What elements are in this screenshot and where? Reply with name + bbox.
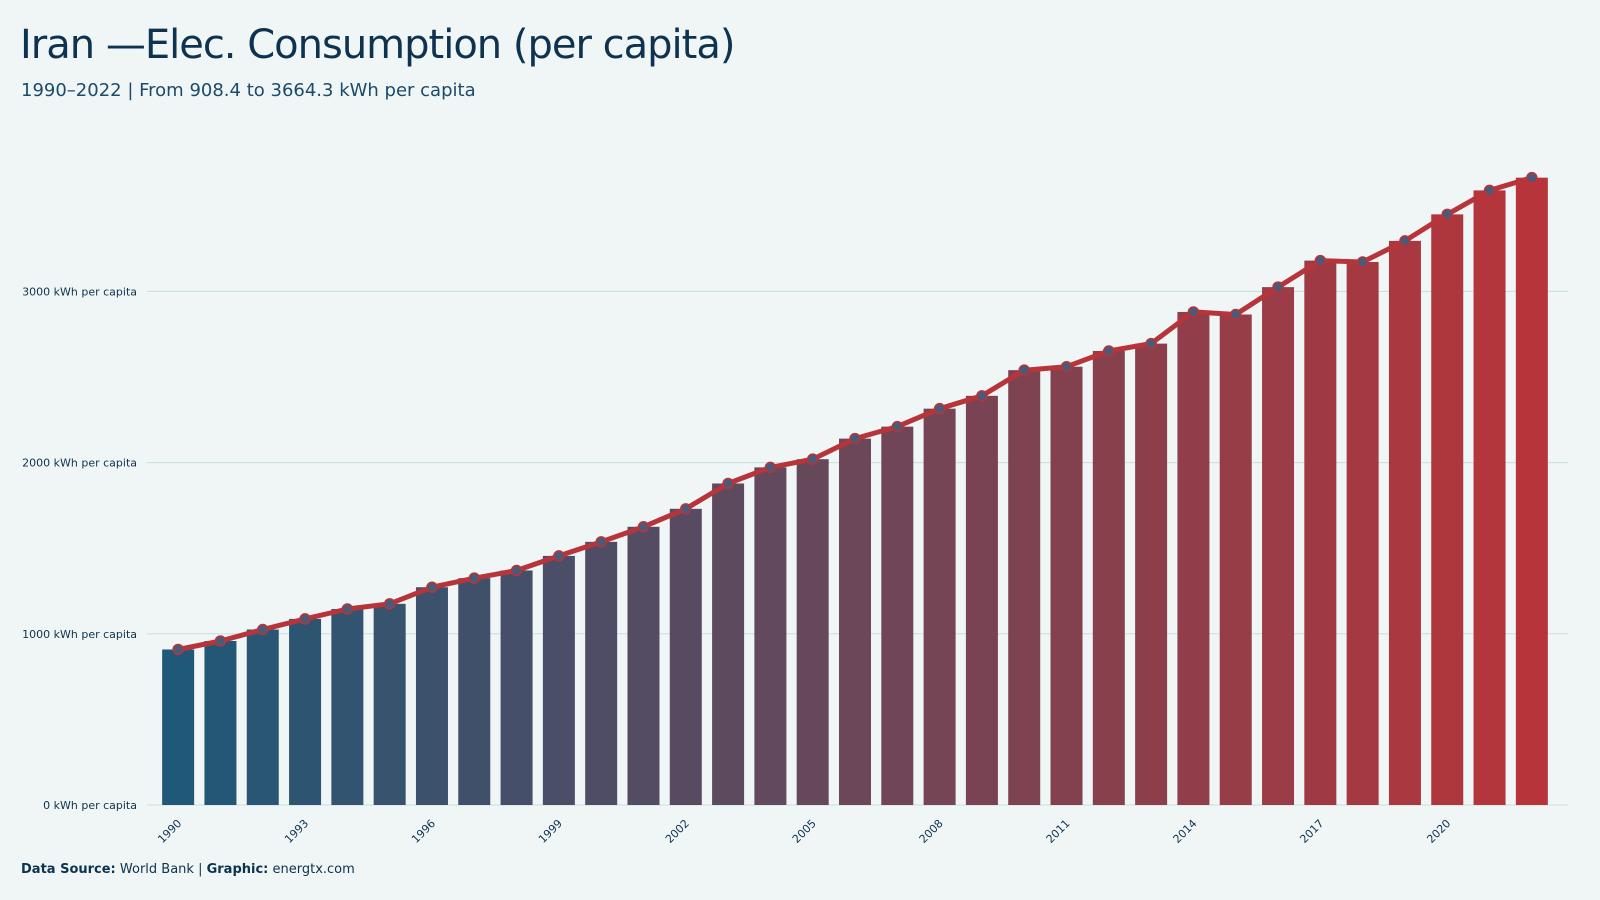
bar <box>331 608 364 805</box>
data-point-marker <box>1483 184 1496 197</box>
data-point-marker <box>1272 281 1284 293</box>
x-tick-label: 2017 <box>1297 817 1326 846</box>
y-axis: 0 kWh per capita 1000 kWh per capita 2000 … <box>22 285 137 812</box>
data-point-marker <box>172 643 184 656</box>
x-tick-label: 2008 <box>917 817 946 846</box>
bar <box>923 408 956 805</box>
data-point-marker <box>426 581 438 593</box>
bar <box>627 526 660 805</box>
bar <box>1346 261 1379 805</box>
x-tick-label: 2005 <box>790 817 819 846</box>
bar <box>373 603 406 805</box>
graphic-label: Graphic: <box>206 862 269 877</box>
x-tick-label: 2020 <box>1424 817 1453 846</box>
bar <box>458 578 491 805</box>
y-tick-label: 0 kWh per capita <box>43 799 137 812</box>
bar <box>246 629 279 805</box>
source-footer: Data Source: World Bank | Graphic: energ… <box>21 862 355 877</box>
bar <box>1135 343 1168 805</box>
x-tick-label: 2011 <box>1044 817 1073 846</box>
y-tick-label: 1000 kWh per capita <box>22 628 137 641</box>
data-point-marker <box>933 402 946 415</box>
bar <box>1177 311 1210 805</box>
data-point-marker <box>383 598 396 610</box>
data-point-marker <box>806 453 819 465</box>
data-point-marker <box>849 432 861 445</box>
data-point-marker <box>257 623 269 636</box>
x-tick-label: 1990 <box>155 817 184 846</box>
x-tick-label: 2002 <box>663 817 692 846</box>
data-point-marker <box>214 635 227 647</box>
bar <box>1219 314 1252 805</box>
data-point-marker <box>1018 364 1030 376</box>
bar <box>1473 190 1506 806</box>
bar <box>162 649 195 805</box>
bar <box>542 555 575 805</box>
bar <box>1050 366 1083 805</box>
y-tick-label: 2000 kWh per capita <box>22 457 137 470</box>
data-point-marker <box>722 477 734 490</box>
bar <box>669 508 702 805</box>
x-tick-label: 2014 <box>1171 817 1200 846</box>
data-point-marker <box>299 613 311 625</box>
graphic-value: energtx.com <box>268 862 355 877</box>
data-point-marker <box>1526 171 1538 184</box>
bar <box>796 459 829 805</box>
data-point-marker <box>1441 208 1453 221</box>
x-tick-label: 1996 <box>409 817 438 846</box>
bar <box>712 483 745 805</box>
data-point-marker <box>1145 337 1157 350</box>
bar <box>839 438 871 805</box>
bars <box>162 177 1548 806</box>
x-tick-label: 1993 <box>282 817 311 846</box>
source-label: Data Source: <box>21 862 116 877</box>
data-point-marker <box>553 550 565 562</box>
data-point-marker <box>468 572 481 584</box>
data-point-marker <box>637 521 650 533</box>
data-point-marker <box>1356 256 1369 268</box>
data-point-marker <box>595 536 607 548</box>
bar <box>415 587 448 805</box>
bar <box>1515 177 1548 805</box>
x-axis: 1990 1993 1996 1999 2002 2005 2008 2011 2014 2017… <box>155 817 1453 846</box>
bar <box>1262 287 1295 805</box>
data-point-marker <box>341 603 354 615</box>
x-tick-label: 1999 <box>536 817 565 846</box>
bar <box>1388 240 1421 805</box>
bar <box>1304 260 1337 806</box>
data-point-marker <box>510 564 523 577</box>
bar <box>965 395 998 805</box>
bar <box>500 570 533 805</box>
bar <box>289 618 322 805</box>
bar <box>1431 214 1464 806</box>
data-point-marker <box>891 420 904 433</box>
data-point-marker <box>1060 360 1073 373</box>
bar <box>585 541 618 805</box>
data-point-marker <box>1314 254 1327 267</box>
data-point-marker <box>764 461 777 474</box>
data-point-marker <box>1229 308 1242 321</box>
data-point-marker <box>680 503 692 515</box>
data-point-marker <box>976 390 988 402</box>
y-tick-label: 3000 kWh per capita <box>22 285 137 298</box>
data-point-marker <box>1103 345 1115 357</box>
bar <box>754 467 787 805</box>
chart-subtitle: 1990–2022 | From 908.4 to 3664.3 kWh per… <box>21 80 476 101</box>
bar <box>1092 350 1125 805</box>
source-value: World Bank | <box>115 862 207 877</box>
chart-title: Iran —Elec. Consumption (per capita) <box>20 22 735 68</box>
bar <box>881 426 914 805</box>
bar <box>1008 370 1041 805</box>
bar <box>204 640 237 805</box>
markers <box>172 171 1538 656</box>
data-point-marker <box>1187 306 1200 318</box>
data-point-marker <box>1399 235 1411 247</box>
